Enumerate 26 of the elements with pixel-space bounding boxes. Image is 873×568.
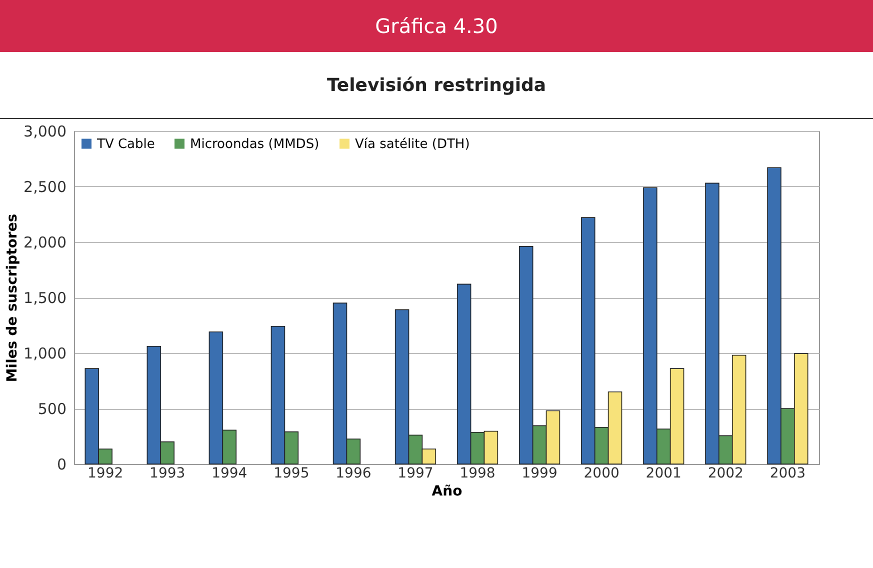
x-axis-title: Año [432, 484, 463, 500]
y-tick-label: 0 [56, 456, 66, 474]
x-tick-label: 1994 [212, 466, 248, 482]
x-tick-label: 2001 [646, 466, 682, 482]
chart-subtitle: Televisión restringida [0, 52, 873, 119]
x-tick-label: 2003 [770, 466, 806, 482]
x-tick-label: 2000 [584, 466, 620, 482]
y-tick-label: 2,500 [24, 178, 66, 196]
legend-label: Vía satélite (DTH) [355, 136, 470, 152]
legend-label: TV Cable [96, 136, 155, 152]
y-tick-label: 1,000 [24, 344, 66, 362]
y-tick-label: 500 [38, 400, 66, 418]
x-tick-label: 1996 [336, 466, 372, 482]
x-tick-label: 1995 [274, 466, 310, 482]
y-tick-label: 3,000 [24, 122, 66, 140]
chart-title: Gráfica 4.30 [0, 0, 873, 52]
x-tick-label: 1997 [398, 466, 434, 482]
x-tick-label: 1992 [88, 466, 124, 482]
x-tick-label: 1998 [460, 466, 496, 482]
x-tick-label: 2002 [708, 466, 744, 482]
x-tick-label: 1993 [150, 466, 186, 482]
y-axis-title: Miles de suscriptores [4, 214, 21, 382]
y-tick-label: 1,500 [24, 289, 66, 307]
y-tick-label: 2,000 [24, 234, 66, 252]
legend-label: Microondas (MMDS) [190, 136, 320, 152]
x-tick-label: 1999 [522, 466, 558, 482]
